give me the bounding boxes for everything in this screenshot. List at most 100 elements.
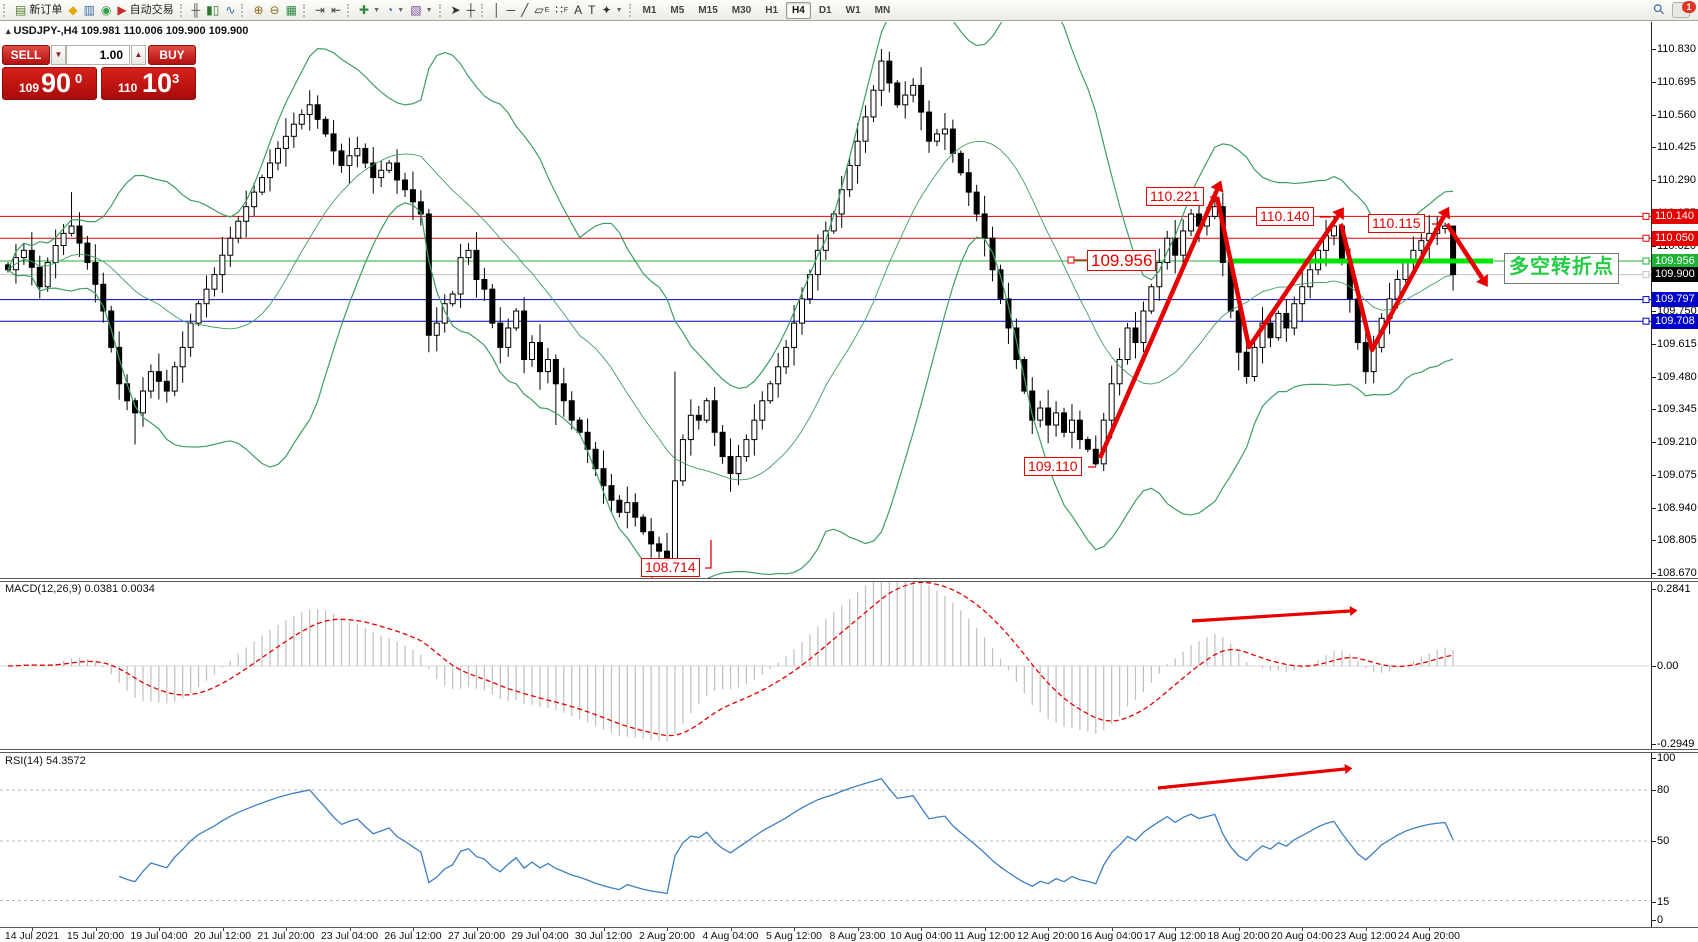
fibonacci-button[interactable]: ∷ F: [552, 2, 571, 19]
rsi-axis-tick: 50: [1657, 835, 1670, 847]
tile-windows-icon: ▦: [285, 2, 297, 17]
bid-price-button[interactable]: 109 90 0: [2, 67, 97, 100]
signals-button[interactable]: ◉: [98, 3, 114, 18]
vertical-line-icon: │: [493, 2, 501, 17]
bollinger-lower: [7, 202, 1454, 578]
zoom-in-button[interactable]: ⊕: [250, 3, 266, 18]
trend-arrow[interactable]: [1214, 196, 1340, 350]
line-chart-button[interactable]: ∿: [222, 3, 238, 18]
chart-symbol-icon: ▴: [6, 26, 11, 36]
time-axis-label: 23 Jul 04:00: [320, 930, 379, 942]
metaquotes-button[interactable]: ◆: [65, 3, 80, 18]
timeframe-toolbar: M1 M5 M15 M30 H1 H4 D1 W1 MN: [636, 1, 898, 19]
toolbar-drag-handle: [628, 3, 633, 17]
timeframe-m5[interactable]: M5: [670, 4, 685, 16]
time-axis-label: 21 Jul 20:00: [257, 930, 315, 942]
signals-icon: ◉: [100, 2, 112, 17]
hline-anchor: [1642, 271, 1650, 279]
vertical-line-button[interactable]: │: [490, 3, 504, 18]
drawing-objects: [705, 180, 1650, 790]
price-annotation-110.221[interactable]: 110.221: [1146, 187, 1204, 206]
period-button[interactable]: ◔ ▼: [383, 2, 407, 19]
toolbar-group: ╫ ▮▯ ∿: [187, 0, 241, 21]
bid-price-pip: 0: [75, 71, 83, 86]
time-axis-tick: [1175, 928, 1176, 931]
bar-chart-button[interactable]: ╫: [189, 3, 204, 18]
trend-arrow[interactable]: [1157, 767, 1346, 790]
time-axis-tick: [476, 928, 478, 931]
timeframe-h1[interactable]: H1: [765, 4, 779, 16]
price-axis-tick: 109.210: [1657, 436, 1697, 448]
crosshair-button[interactable]: ┼: [464, 3, 479, 18]
add-indicator-button[interactable]: ✚ ▼: [356, 2, 383, 19]
trend-arrow[interactable]: [1445, 222, 1484, 280]
timeframe-h4[interactable]: H4: [786, 1, 811, 19]
label-button[interactable]: T: [585, 3, 598, 18]
trend-arrow[interactable]: [1191, 609, 1351, 623]
price-axis-dash: [1651, 114, 1656, 116]
rsi-axis-tick: 80: [1657, 784, 1670, 796]
arrowhead: [1349, 606, 1358, 616]
buy-button[interactable]: BUY: [148, 45, 196, 65]
price-axis-tick: 108.805: [1657, 534, 1697, 547]
timeframe-m15[interactable]: M15: [698, 4, 718, 16]
timeframe-mn[interactable]: MN: [874, 4, 891, 16]
chart-shift-button[interactable]: ⇤: [328, 3, 344, 18]
new-order-button[interactable]: ▤ 新订单: [12, 2, 65, 19]
bollinger-upper: [7, 22, 1454, 390]
cursor-button[interactable]: ➤: [448, 3, 464, 18]
market-watch-button[interactable]: ▥: [81, 3, 98, 18]
shapes-button[interactable]: ✦ ▼: [599, 2, 626, 19]
price-axis-tick: 110.425: [1657, 141, 1696, 154]
price-label-110.050: 110.050: [1652, 230, 1698, 246]
timeframe-d1[interactable]: D1: [818, 4, 832, 16]
horizontal-line-button[interactable]: ─: [504, 3, 519, 18]
timeframe-m1[interactable]: M1: [642, 4, 657, 16]
chevron-down-icon: ▼: [373, 6, 381, 14]
price-annotation-108.714[interactable]: 108.714: [641, 558, 700, 577]
text-button[interactable]: A: [571, 3, 585, 18]
volume-decrement-button[interactable]: ▼: [51, 45, 66, 65]
time-axis-label: 18 Aug 20:00: [1207, 930, 1270, 942]
zoom-out-button[interactable]: ⊖: [267, 3, 283, 18]
macd-axis-dash: [1651, 589, 1656, 590]
search-button[interactable]: ⚲: [1649, 0, 1668, 19]
tile-windows-button[interactable]: ▦: [283, 3, 300, 18]
cursor-icon: ➤: [450, 2, 461, 17]
sell-button[interactable]: SELL: [2, 45, 50, 65]
volume-input[interactable]: [66, 45, 130, 65]
price-axis-dash: [1651, 49, 1656, 50]
pane-separator-rsi[interactable]: [0, 749, 1698, 753]
price-axis-dash: [1651, 81, 1656, 83]
price-annotation-110.115[interactable]: 110.115: [1368, 214, 1425, 233]
trend-arrow[interactable]: [1097, 189, 1220, 459]
price-annotation-110.140[interactable]: 110.140: [1256, 207, 1314, 226]
trendline-button[interactable]: ╱: [518, 3, 531, 18]
time-axis-tick: [540, 928, 541, 931]
crosshair-icon: ┼: [466, 2, 476, 17]
arrowhead: [1344, 764, 1353, 774]
time-axis-label: 27 Jul 20:00: [447, 930, 506, 942]
volume-increment-button[interactable]: ▲: [131, 45, 146, 65]
timeframe-m30[interactable]: M30: [731, 4, 752, 16]
time-axis-tick: [1111, 928, 1113, 931]
trend-arrow[interactable]: [1338, 214, 1446, 353]
note-annotation[interactable]: 多空转折点: [1504, 253, 1619, 284]
template-button[interactable]: ▧ ▼: [407, 2, 435, 19]
autotrading-button[interactable]: ▶ 自动交易: [114, 2, 176, 19]
auto-scroll-button[interactable]: ⇥: [312, 3, 328, 18]
price-annotation-109.110[interactable]: 109.110: [1024, 457, 1082, 476]
price-annotation-109.956[interactable]: 109.956: [1087, 250, 1157, 271]
ask-price-button[interactable]: 110 10 3: [101, 67, 196, 100]
pane-separator-macd[interactable]: [0, 578, 1698, 582]
bar-chart-icon: ╫: [191, 2, 201, 17]
timeframe-w1[interactable]: W1: [845, 4, 861, 16]
time-axis-label: 10 Aug 04:00: [890, 930, 952, 942]
candlestick-chart-button[interactable]: ▮▯: [203, 3, 222, 18]
one-click-trading-panel: SELL ▼ ▲ BUY 109 90 0 110 10 3: [2, 45, 196, 100]
line-chart-icon: ∿: [225, 2, 236, 17]
time-axis-tick: [32, 928, 33, 931]
channel-button[interactable]: ▱ E: [531, 2, 552, 19]
notifications-button[interactable]: 1: [1672, 1, 1696, 18]
